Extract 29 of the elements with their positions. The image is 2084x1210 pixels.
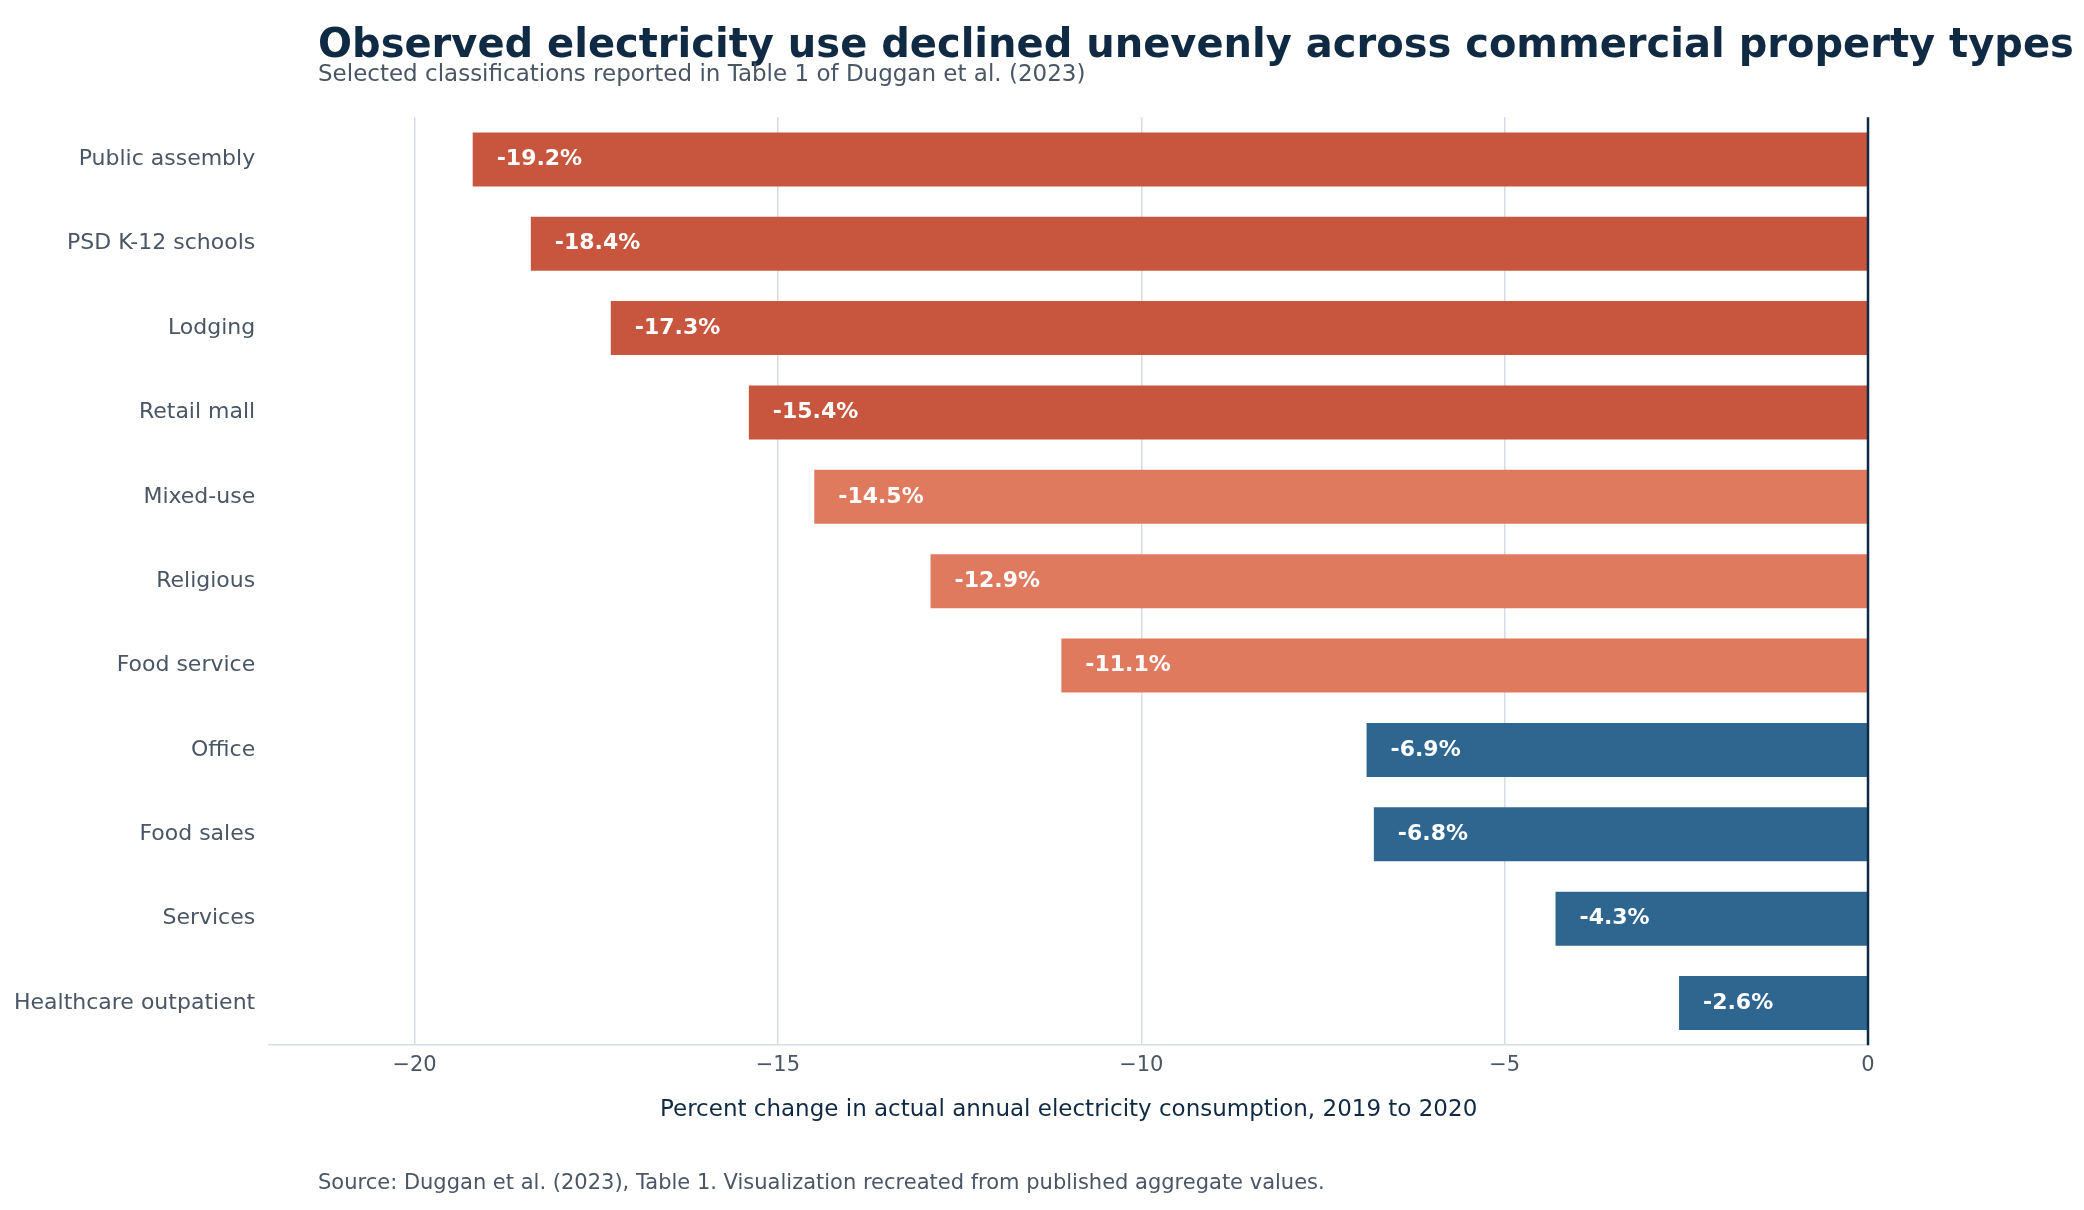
data-label: -18.4% [554, 229, 641, 255]
x-tick-label: 0 [1861, 1052, 1875, 1077]
data-label: -6.8% [1397, 820, 1468, 846]
data-label: -11.1% [1085, 651, 1171, 677]
y-tick-label: Religious [156, 566, 256, 592]
data-label: -15.4% [772, 398, 859, 424]
x-tick-label: −15 [755, 1052, 801, 1077]
y-tick-label: Services [162, 904, 256, 930]
source-note: Source: Duggan et al. (2023), Table 1. Visualization recreated from published aggregate values. [318, 1170, 1325, 1194]
data-label: -19.2% [496, 145, 583, 171]
data-label: -2.6% [1703, 988, 1774, 1014]
x-tick-label: −20 [392, 1052, 437, 1077]
data-label: -6.9% [1390, 735, 1461, 761]
x-tick-label: −5 [1489, 1052, 1521, 1077]
data-label: -12.9% [954, 566, 1041, 592]
data-label: -4.3% [1579, 904, 1650, 930]
data-label: -14.5% [838, 482, 924, 508]
y-tick-label: Lodging [167, 313, 256, 339]
x-axis-title: Percent change in actual annual electricity consumption, 2019 to 2020 [659, 1095, 1478, 1122]
y-tick-label: Retail mall [138, 398, 256, 424]
data-label: -17.3% [634, 313, 721, 339]
y-tick-label: PSD K-12 schools [67, 229, 256, 255]
y-tick-label: Public assembly [78, 145, 256, 171]
y-tick-label: Healthcare outpatient [13, 988, 256, 1014]
y-tick-label: Mixed-use [143, 482, 256, 508]
y-tick-label: Food sales [139, 820, 256, 846]
y-tick-label: Food service [116, 651, 256, 677]
y-tick-label: Office [191, 735, 256, 761]
x-tick-label: −10 [1119, 1052, 1164, 1077]
